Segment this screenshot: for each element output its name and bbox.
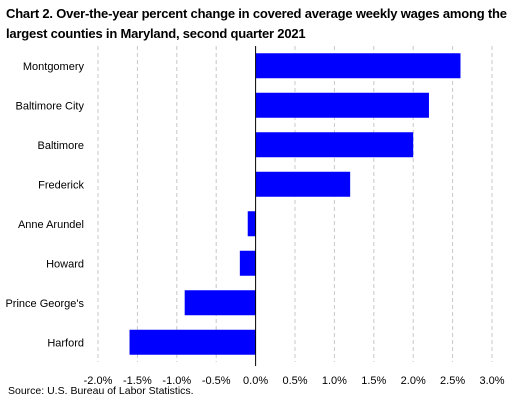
category-label: Baltimore (38, 140, 84, 152)
category-label: Prince George's (5, 298, 84, 310)
x-tick-label: -2.0% (84, 375, 113, 387)
category-label: Frederick (38, 179, 84, 191)
category-label: Baltimore City (16, 100, 85, 112)
chart-title: Chart 2. Over-the-year percent change in… (6, 6, 507, 41)
x-tick-label: -1.5% (123, 375, 152, 387)
bar (129, 329, 256, 355)
x-tick-label: 3.0% (479, 375, 504, 387)
x-tick-label: 0.5% (282, 375, 307, 387)
source-note: Source: U.S. Bureau of Labor Statistics. (8, 385, 194, 397)
bar (255, 171, 351, 197)
x-tick-label: -0.5% (202, 375, 231, 387)
bar (255, 132, 414, 158)
bar (255, 92, 429, 118)
category-label: Howard (46, 258, 84, 270)
x-tick-label: 1.0% (322, 375, 347, 387)
x-tick-label: 1.5% (361, 375, 386, 387)
x-tick-label: 2.5% (440, 375, 465, 387)
bar (255, 53, 461, 79)
category-label: Anne Arundel (18, 219, 84, 231)
x-tick-label: 2.0% (401, 375, 426, 387)
x-tick-label: -1.0% (162, 375, 191, 387)
bar (247, 211, 256, 237)
bar (239, 250, 256, 276)
x-tick-label: 0.0% (243, 375, 268, 387)
category-label: Montgomery (23, 61, 85, 73)
bar (184, 290, 256, 316)
category-label: Harford (47, 337, 84, 349)
